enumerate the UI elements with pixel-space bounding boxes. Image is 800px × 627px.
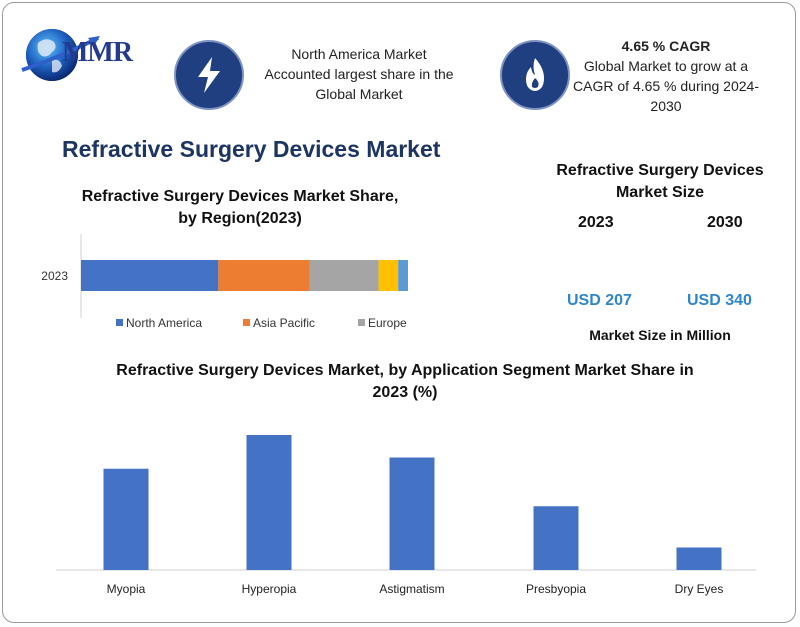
north-america-info: North America Market Accounted largest s… [246, 44, 472, 104]
info-right-line-2: CAGR of 4.65 % during 2024- [573, 78, 759, 94]
cagr-info: 4.65 % CAGR Global Market to grow at a C… [566, 36, 766, 116]
application-label-astigmatism: Astigmatism [379, 582, 444, 596]
application-chart-title: Refractive Surgery Devices Market, by Ap… [80, 360, 730, 404]
region-chart-title: Refractive Surgery Devices Market Share,… [60, 186, 420, 230]
mmr-logo [21, 29, 100, 81]
region-category-label: 2023 [41, 269, 68, 283]
region-bar-segment-5 [398, 260, 408, 291]
application-bar-presbyopia [533, 506, 579, 570]
market-size-title-line-1: Refractive Surgery Devices [556, 162, 764, 179]
legend-swatch-1 [116, 319, 123, 326]
application-label-myopia: Myopia [107, 582, 146, 596]
legend-swatch-3 [358, 319, 365, 326]
region-bar-segment-1 [81, 260, 219, 291]
region-bar-segment-3 [309, 260, 379, 291]
info-right-line-3: 2030 [650, 98, 682, 114]
info-left-line-2: Accounted largest share in the [264, 66, 454, 82]
application-share-chart: Myopia Hyperopia Astigmatism Presbyopia Dry … [56, 435, 756, 596]
application-chart-title-line-1: Refractive Surgery Devices Market, by Ap… [116, 362, 694, 379]
region-bar-segment-4 [378, 260, 399, 291]
region-chart-title-line-1: Refractive Surgery Devices Market Share, [81, 188, 399, 205]
region-share-chart: 2023 North America Asia Pacific Europe [41, 234, 408, 330]
application-label-presbyopia: Presbyopia [526, 582, 586, 596]
application-bar-myopia [103, 468, 149, 570]
cagr-headline: 4.65 % CAGR [621, 38, 711, 54]
lightning-bolt-icon [174, 40, 244, 110]
info-left-line-1: North America Market [291, 46, 427, 62]
application-bar-hyperopia [246, 435, 292, 570]
legend-swatch-2 [243, 319, 250, 326]
info-right-line-1: Global Market to grow at a [583, 58, 749, 74]
market-size-title-line-2: Market Size [615, 184, 705, 201]
market-size-footer: Market Size in Million [589, 327, 731, 343]
application-bar-astigmatism [389, 457, 435, 570]
market-size-title: Refractive Surgery Devices Market Size [545, 160, 775, 204]
application-label-hyperopia: Hyperopia [242, 582, 297, 596]
logo-text: MMR [62, 37, 133, 68]
value-2023: USD 207 [567, 292, 632, 309]
flame-icon [500, 40, 570, 110]
year-2023-label: 2023 [578, 214, 614, 231]
year-2030-label: 2030 [707, 214, 743, 231]
value-2030: USD 340 [687, 292, 752, 309]
region-chart-title-line-2: by Region(2023) [178, 210, 302, 227]
legend-label-1: North America [126, 316, 202, 330]
legend-label-3: Europe [368, 316, 407, 330]
application-bar-dry-eyes [676, 547, 722, 570]
application-label-dry-eyes: Dry Eyes [675, 582, 724, 596]
legend-label-2: Asia Pacific [253, 316, 315, 330]
info-left-line-3: Global Market [315, 86, 403, 102]
region-bar-segment-2 [218, 260, 310, 291]
application-chart-title-line-2: 2023 (%) [372, 384, 438, 401]
main-title: Refractive Surgery Devices Market [62, 136, 441, 162]
